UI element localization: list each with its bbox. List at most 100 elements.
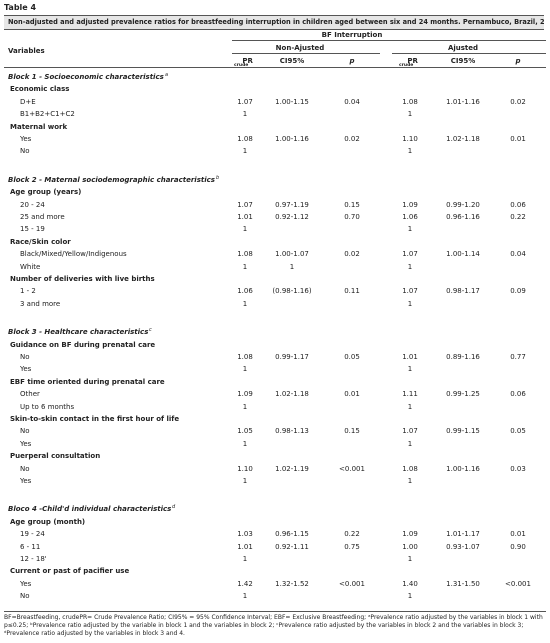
cell: 0.90 bbox=[510, 542, 526, 551]
cell: 0.93-1.07 bbox=[446, 542, 480, 551]
cell: 1 bbox=[407, 262, 413, 271]
rule bbox=[392, 53, 546, 54]
cell: 1.11 bbox=[402, 390, 418, 399]
cell: 1.42 bbox=[237, 579, 253, 588]
cell: 1.00-1.15 bbox=[275, 97, 309, 106]
cell: 0.22 bbox=[344, 530, 360, 539]
cell: 0.06 bbox=[510, 200, 526, 209]
cell: 1.09 bbox=[237, 390, 253, 399]
cell: 1.07 bbox=[402, 250, 418, 259]
cell: 1.01-1.17 bbox=[446, 530, 480, 539]
cell: 1.08 bbox=[237, 250, 253, 259]
cell: 1.07 bbox=[237, 200, 253, 209]
cell: 0.09 bbox=[510, 287, 526, 296]
cell: 1 bbox=[242, 299, 248, 308]
cell: 1.01-1.16 bbox=[446, 97, 480, 106]
cell: 1.00-1.16 bbox=[446, 464, 480, 473]
row-label: No bbox=[20, 464, 30, 473]
row-label: 1 - 2 bbox=[20, 287, 36, 296]
cell: 0.77 bbox=[510, 353, 526, 361]
cell: 1 bbox=[407, 365, 413, 374]
cell: 0.22 bbox=[510, 213, 526, 221]
cell: 1 bbox=[242, 225, 248, 234]
row-label: 12 - 18' bbox=[20, 555, 47, 563]
cell: 1.03 bbox=[237, 530, 253, 539]
cell: 1.02-1.19 bbox=[275, 464, 309, 473]
cell: 1.07 bbox=[237, 97, 253, 106]
cell: 1 bbox=[289, 262, 295, 271]
cell: 1.08 bbox=[402, 464, 418, 473]
column-header: PR bbox=[242, 57, 253, 65]
cell: 1 bbox=[407, 592, 413, 601]
cell: 0.96-1.16 bbox=[446, 213, 480, 221]
cell: 0.04 bbox=[344, 97, 360, 106]
cell: 1.01 bbox=[237, 542, 253, 551]
row-label: 20 - 24 bbox=[20, 200, 45, 209]
cell: 1.08 bbox=[237, 353, 253, 361]
rule bbox=[4, 67, 546, 68]
cell: 1.32-1.52 bbox=[275, 579, 309, 588]
cell: 1.00 bbox=[402, 542, 418, 551]
cell: 1.40 bbox=[402, 579, 418, 588]
rule bbox=[232, 40, 546, 41]
cell: 1.02-1.18 bbox=[446, 135, 480, 143]
row-label: No bbox=[20, 427, 30, 436]
cell: 0.98-1.13 bbox=[275, 427, 309, 436]
cell: 1 bbox=[407, 477, 413, 485]
block-title: Block 3 - Healthcare characteristics bbox=[8, 328, 149, 337]
cell: 1 bbox=[407, 299, 413, 308]
cell: 1.01 bbox=[237, 213, 253, 221]
group-label: Maternal work bbox=[10, 122, 68, 131]
block-title-sup: c bbox=[149, 327, 152, 334]
cell: 0.89-1.16 bbox=[446, 353, 480, 361]
group-label: EBF time oriented during prenatal care bbox=[10, 377, 165, 386]
cell: 1 bbox=[242, 439, 248, 448]
cell: 1 bbox=[407, 555, 413, 563]
rule bbox=[4, 611, 546, 612]
cell: (0.98-1.16) bbox=[272, 287, 312, 296]
cell: 1.02-1.18 bbox=[275, 390, 309, 399]
cell: 1.08 bbox=[402, 97, 418, 106]
cell: 0.75 bbox=[344, 542, 360, 551]
cell: 1.31-1.50 bbox=[446, 579, 480, 588]
cell: 1 bbox=[407, 439, 413, 448]
block-title: Block 2 - Maternal sociodemographic char… bbox=[8, 175, 215, 184]
cell: 0.96-1.15 bbox=[275, 530, 309, 539]
column-header: PR bbox=[407, 57, 418, 65]
variables-header: Variables bbox=[8, 47, 45, 55]
cell: 1.01 bbox=[402, 353, 418, 361]
cell: 0.06 bbox=[510, 390, 526, 399]
column-header: CI95% bbox=[450, 57, 476, 65]
cell: 0.99-1.17 bbox=[275, 353, 309, 361]
cell: 0.01 bbox=[510, 530, 526, 539]
cell: 1.00-1.14 bbox=[446, 250, 480, 259]
group-label: Race/Skin color bbox=[10, 237, 71, 246]
row-label: Black/Mixed/Yellow/Indigenous bbox=[20, 250, 127, 259]
group-label: Age group (month) bbox=[10, 517, 86, 526]
cell: 0.05 bbox=[344, 353, 360, 361]
cell: 0.15 bbox=[344, 427, 360, 436]
cell: 0.04 bbox=[510, 250, 526, 259]
cell: 1 bbox=[242, 555, 248, 563]
cell: 0.15 bbox=[344, 200, 360, 209]
cell: 1 bbox=[242, 262, 248, 271]
cell: 0.02 bbox=[344, 135, 360, 143]
cell: 1 bbox=[242, 147, 248, 156]
column-header: p bbox=[515, 57, 521, 65]
row-label: Yes bbox=[20, 579, 32, 588]
cell: 1.09 bbox=[402, 200, 418, 209]
block-title-sup: b bbox=[216, 174, 220, 181]
column-group-header: Ajusted bbox=[447, 44, 479, 52]
group-label: Puerperal consultation bbox=[10, 452, 101, 461]
cell: 0.02 bbox=[510, 97, 526, 106]
cell: 1.09 bbox=[402, 530, 418, 539]
cell: 1.00-1.07 bbox=[275, 250, 309, 259]
cell: 1 bbox=[242, 477, 248, 485]
block-title: Block 1 - Socioeconomic characteristics bbox=[8, 73, 164, 81]
cell: 0.01 bbox=[510, 135, 526, 143]
cell: <0.001 bbox=[505, 579, 531, 588]
cell: 0.99-1.25 bbox=[446, 390, 480, 399]
group-label: Age group (years) bbox=[10, 188, 82, 197]
cell: 1 bbox=[407, 110, 413, 119]
row-label: B1+B2+C1+C2 bbox=[20, 110, 75, 119]
